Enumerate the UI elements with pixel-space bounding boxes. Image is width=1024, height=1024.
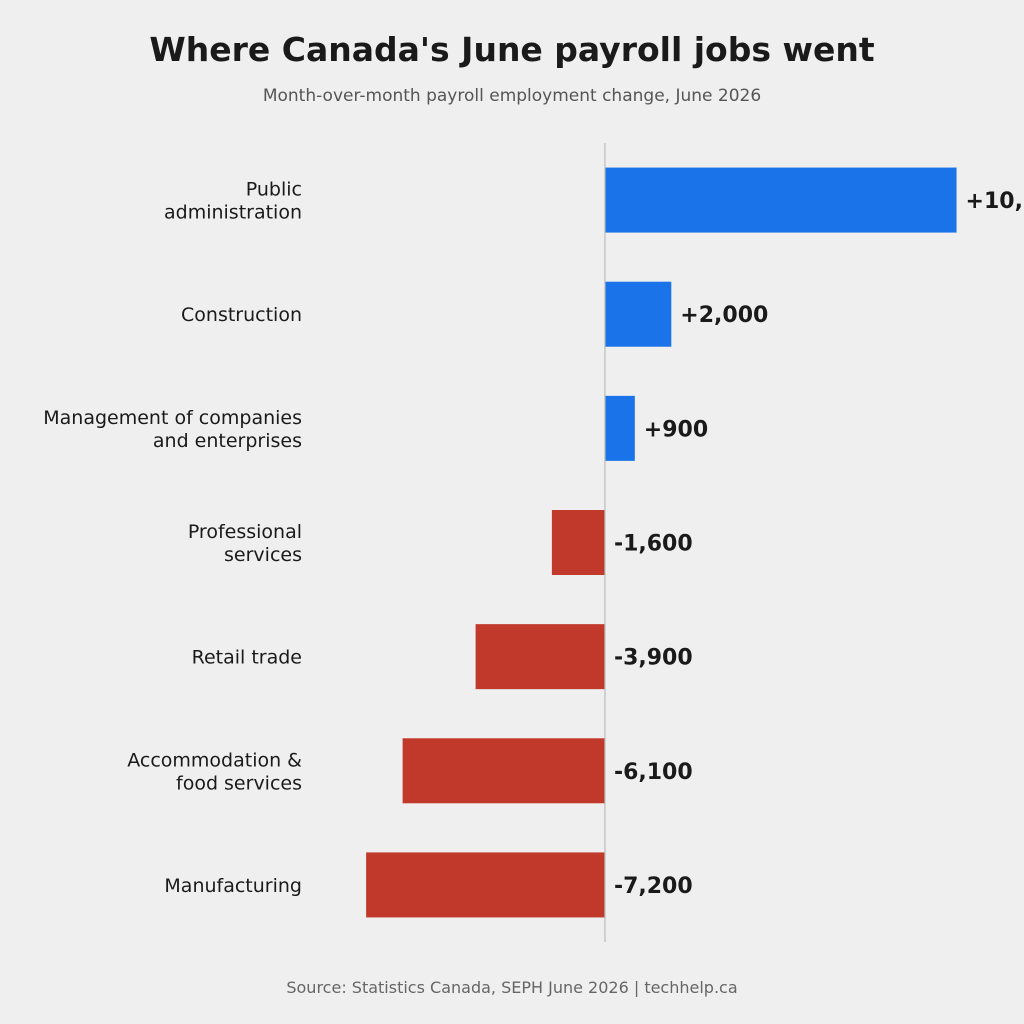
value-label: -3,900 bbox=[614, 646, 693, 671]
bar bbox=[475, 624, 605, 690]
value-label: +10,600 bbox=[966, 189, 1024, 214]
category-label: Professional services bbox=[188, 521, 302, 566]
value-label: +2,000 bbox=[680, 303, 768, 328]
bar bbox=[604, 281, 672, 347]
category-label: Management of companies and enterprises bbox=[43, 407, 302, 452]
category-label: Retail trade bbox=[192, 647, 302, 669]
value-labels: +10,600 +2,000 +900 -1,600 -3,900 -6,100 -7,20… bbox=[614, 189, 1024, 899]
value-label: -1,600 bbox=[614, 532, 693, 557]
category-label: Public administration bbox=[164, 179, 302, 224]
bar bbox=[604, 395, 635, 461]
bar bbox=[366, 852, 605, 918]
category-label: Accommodation & food services bbox=[127, 749, 302, 794]
category-labels: Public administration Construction Manageme… bbox=[43, 179, 302, 897]
value-label: -7,200 bbox=[614, 874, 693, 899]
chart-subtitle: Month-over-month payroll employment chan… bbox=[262, 86, 762, 106]
source-note: Source: Statistics Canada, SEPH June 202… bbox=[286, 978, 738, 997]
value-label: -6,100 bbox=[614, 760, 693, 785]
category-label: Manufacturing bbox=[164, 875, 302, 897]
bar bbox=[604, 167, 957, 233]
bar bbox=[402, 738, 605, 804]
category-label: Construction bbox=[181, 304, 302, 326]
bar bbox=[551, 510, 605, 575]
value-label: +900 bbox=[644, 417, 708, 442]
bars-group bbox=[366, 167, 957, 918]
chart-title: Where Canada's June payroll jobs went bbox=[149, 30, 875, 69]
